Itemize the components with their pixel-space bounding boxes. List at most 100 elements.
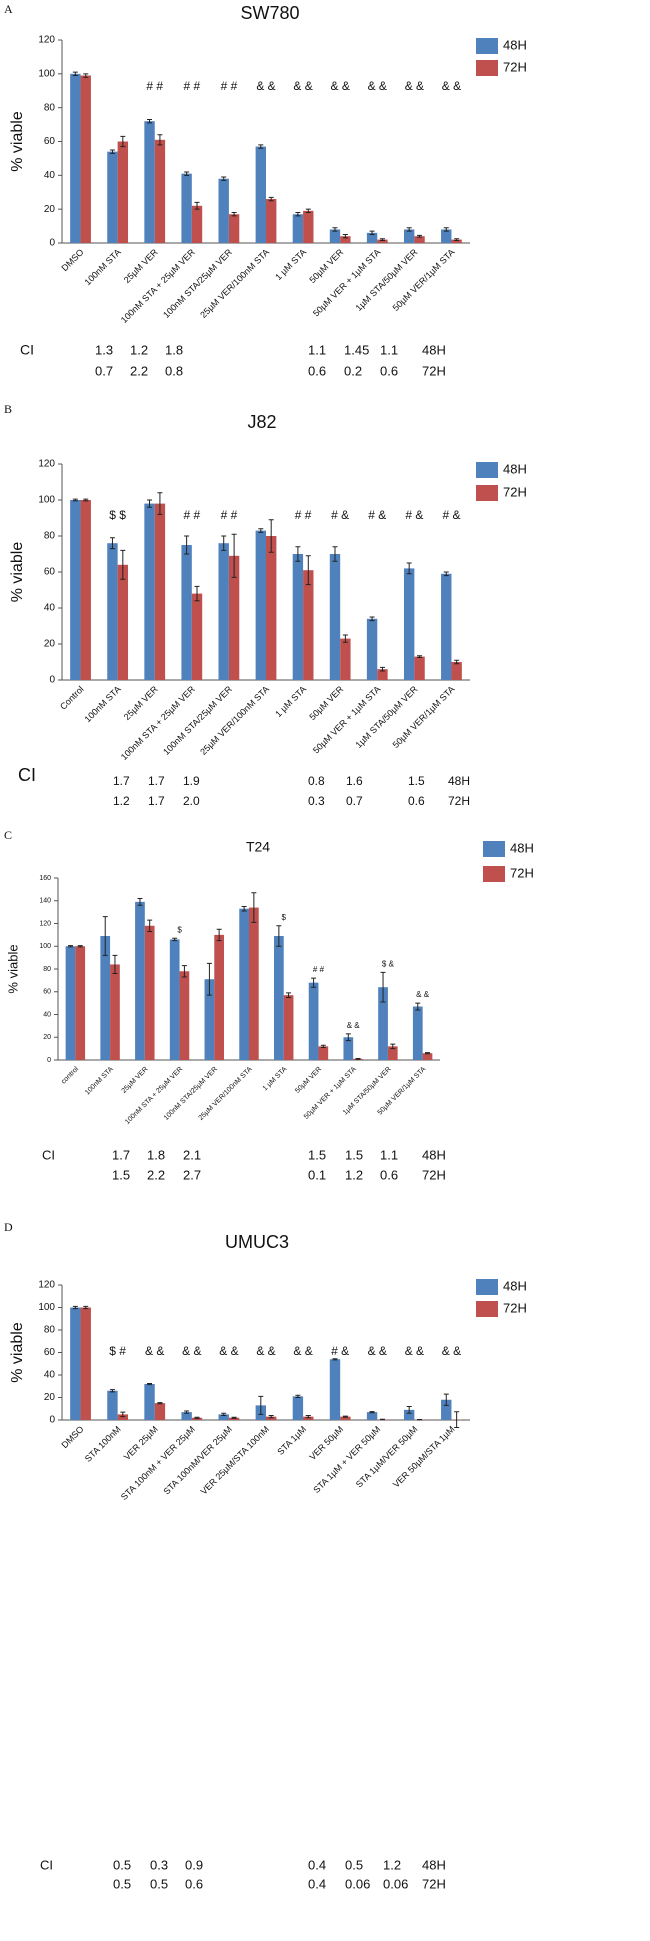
ci-value: 1.2 [345,1167,363,1182]
error-bar [258,1395,264,1415]
significance-mark: $ $ [109,508,126,522]
y-tick-label: 40 [43,1011,51,1018]
chart-title: T24 [246,839,270,855]
x-tick-label: 50µM VER [307,684,345,722]
error-bar [406,1406,412,1414]
y-axis-label: % viable [9,1322,26,1383]
ci-row-label: 48H [422,342,446,357]
bar [228,1417,240,1420]
y-tick-label: 100 [38,1302,55,1313]
error-bar [216,928,222,942]
y-tick-label: 40 [44,603,56,614]
ci-value: 1.8 [147,1147,165,1162]
bar [70,1307,81,1420]
error-bar [424,1052,430,1055]
error-bar [345,1033,351,1042]
significance-mark: & & [182,1344,201,1358]
legend-swatch [476,1301,498,1317]
y-tick-label: 0 [49,238,55,249]
bar [179,971,190,1060]
error-bar [83,498,89,502]
error-bar [231,533,237,578]
significance-mark: # # [221,508,238,522]
bar [65,946,76,1060]
error-bar [332,227,338,232]
error-bar [72,498,78,502]
ci-value: 0.6 [308,363,326,378]
bar [366,618,378,680]
ci-value: 0.2 [344,363,362,378]
legend-label: 48H [503,1278,527,1293]
significance-mark: & & [405,1344,424,1358]
x-tick-label: 50µM VER [307,247,345,285]
bar [204,979,215,1060]
x-tick-label: DMSO [59,1424,85,1450]
error-bar [417,655,423,658]
error-bar [72,1305,78,1310]
legend-label: 72H [510,865,534,880]
x-tick-label: 100nM STA/25µM VER [161,247,234,320]
x-tick-label: VER 50µM [307,1424,345,1462]
legend-swatch [476,38,498,54]
bar [218,543,229,680]
ci-value: 0.7 [346,794,363,808]
x-tick-label: 25µM VER/100nM STA [198,684,271,757]
x-tick-label: 25µM VER [122,684,160,722]
panel-letter: B [4,402,12,416]
bar [340,236,351,243]
bar [70,73,81,243]
error-bar [147,919,153,932]
ci-value: 0.06 [383,1876,408,1891]
ci-value: 1.2 [113,794,130,808]
x-tick-label: 25µM VER [122,247,160,285]
error-bar [184,1410,190,1414]
x-tick-label: 50µM VER [294,1066,323,1095]
ci-row-label: 72H [422,1167,446,1182]
significance-mark: # & [442,508,460,522]
legend-swatch [483,841,505,857]
x-tick-label: 25µM VER/100nM STA [198,247,271,320]
y-tick-label: 20 [44,204,56,215]
bar [117,141,129,243]
x-tick-label: 100nM STA [83,684,123,724]
significance-mark: $ & [382,960,395,969]
bar [239,908,249,1060]
bar [366,232,378,243]
y-tick-label: 100 [38,495,55,506]
bar [318,1046,329,1060]
significance-mark: & & [347,1021,361,1030]
bar [144,121,155,243]
bar [303,1416,314,1420]
error-bar [268,196,274,202]
error-bar [120,549,126,580]
legend-swatch [476,462,498,478]
error-bar [305,555,311,586]
chart-title: SW780 [240,3,299,23]
error-bar [109,149,115,154]
y-tick-label: 120 [39,920,51,927]
bar [228,214,240,243]
error-bar [268,1415,274,1419]
y-tick-label: 0 [49,675,55,686]
significance-mark: & & [331,79,350,93]
bar [329,1359,341,1420]
significance-mark: $ [177,925,182,934]
bar [154,503,166,680]
bar [117,1414,129,1420]
error-bar [369,230,375,236]
ci-value: 0.3 [308,794,325,808]
panel-letter: C [4,828,12,842]
ci-value: 1.2 [383,1857,401,1872]
error-bar [355,1058,361,1060]
error-bar [137,897,143,906]
y-tick-label: 40 [44,1370,56,1381]
y-tick-label: 80 [43,966,51,973]
bar [266,536,277,680]
chart-title: J82 [247,412,276,432]
y-tick-label: 80 [44,102,56,113]
x-tick-label: STA 1µM [275,1424,308,1457]
error-bar [72,71,78,77]
ci-value: 1.6 [346,774,363,788]
legend-label: 72H [503,484,527,499]
error-bar [221,176,227,181]
